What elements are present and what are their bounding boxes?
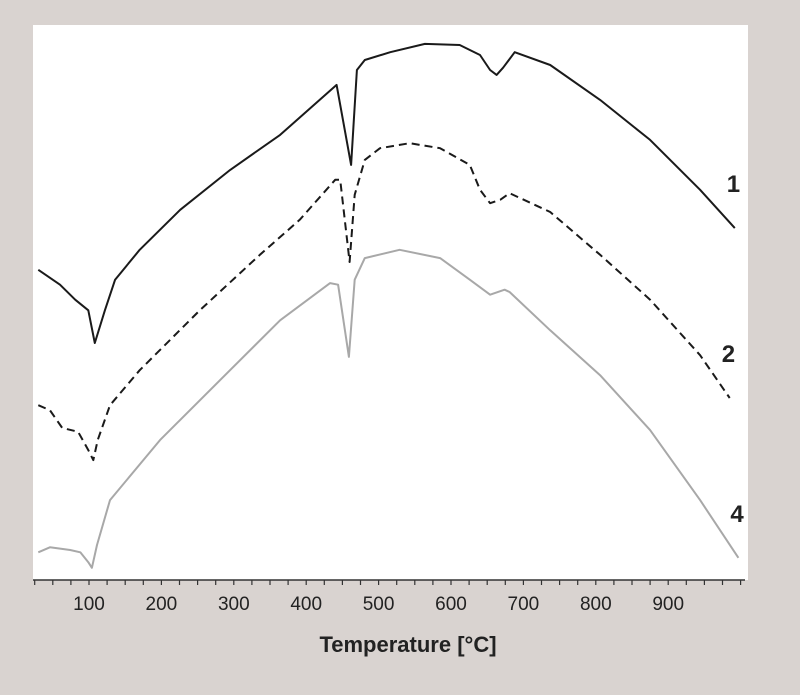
x-tick-label: 300: [218, 594, 250, 615]
curve-label-1: 1: [727, 171, 740, 198]
curve-label-2: 2: [722, 341, 735, 368]
plot-area: [33, 25, 748, 580]
x-tick-label: 600: [435, 594, 467, 615]
x-tick-label: 100: [73, 594, 105, 615]
curve-1: [37, 42, 736, 344]
curve-4: [37, 248, 740, 569]
x-tick-label: 400: [290, 594, 322, 615]
x-tick-label: 800: [580, 594, 612, 615]
x-tick-label: 900: [652, 594, 684, 615]
x-tick-label: 700: [508, 594, 540, 615]
x-tick-label: 500: [363, 594, 395, 615]
curve-2: [37, 142, 731, 462]
x-axis-title: Temperature [°C]: [319, 632, 496, 657]
x-tick-label: 200: [146, 594, 178, 615]
curve-label-4: 4: [730, 501, 744, 528]
